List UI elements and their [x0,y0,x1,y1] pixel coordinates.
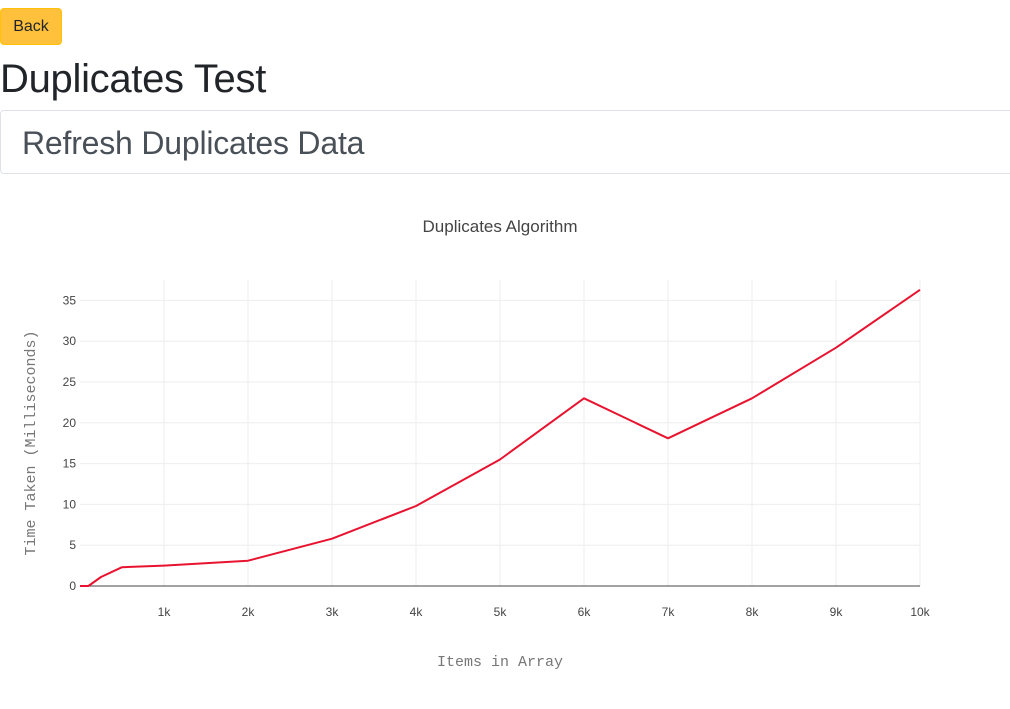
refresh-data-label: Refresh Duplicates Data [22,125,365,161]
x-tick-label: 4k [410,605,424,619]
x-tick-label: 7k [662,605,676,619]
x-tick-label: 1k [158,605,172,619]
y-tick-label: 10 [63,497,77,511]
x-axis-title: Items in Array [437,654,563,671]
y-tick-label: 30 [63,334,77,348]
series-line [80,288,921,587]
y-tick-label: 15 [63,457,77,471]
chart-title: Duplicates Algorithm [423,217,578,236]
back-button[interactable]: Back [0,8,62,45]
x-tick-label: 8k [746,605,760,619]
y-tick-label: 35 [63,293,77,307]
refresh-data-button[interactable]: Refresh Duplicates Data [0,110,1010,174]
y-tick-label: 20 [63,416,77,430]
x-tick-label: 9k [830,605,844,619]
x-tick-label: 6k [578,605,592,619]
y-axis-title: Time Taken (Milliseconds) [23,330,40,555]
x-tick-label: 10k [910,605,930,619]
chart-grid [80,280,921,586]
x-tick-label: 3k [326,605,340,619]
chart-series [80,288,921,587]
x-tick-label: 5k [494,605,508,619]
x-tick-label: 2k [242,605,256,619]
page-title: Duplicates Test [0,57,267,101]
y-tick-label: 5 [69,538,76,552]
line-chart: Duplicates Algorithm 1k 2k 3k 4k 5k 6k 7k 8k 9k 1… [23,217,931,671]
y-tick-label: 25 [63,375,77,389]
y-tick-label: 0 [69,579,76,593]
chart-ticks: 1k 2k 3k 4k 5k 6k 7k 8k 9k 10k 0 5 10 15 20 25 30 35 [63,293,931,619]
